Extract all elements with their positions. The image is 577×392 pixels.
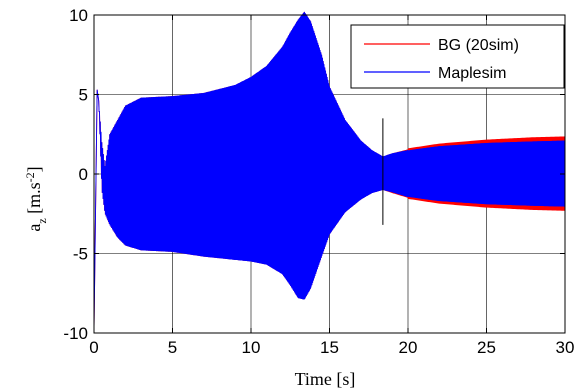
series-0-lower-edge bbox=[407, 196, 566, 211]
y-tick-label: 0 bbox=[79, 165, 88, 184]
plot-area: 0 5 10 15 20 25 30 -10 -5 0 5 10 bbox=[63, 6, 574, 357]
x-tick-label: 10 bbox=[242, 338, 261, 357]
series-0-upper-edge bbox=[407, 136, 566, 151]
y-tick-label: -10 bbox=[63, 324, 88, 343]
x-tick-label: 20 bbox=[399, 338, 418, 357]
legend-label-bg: BG (20sim) bbox=[438, 37, 519, 54]
y-axis-title: az [m.s-2] bbox=[23, 166, 49, 231]
x-tick-label: 30 bbox=[556, 338, 575, 357]
series-1-dense-band bbox=[227, 11, 565, 300]
legend-label-maplesim: Maplesim bbox=[438, 65, 506, 82]
x-tick-label: 5 bbox=[168, 338, 177, 357]
x-tick-label: 15 bbox=[320, 338, 339, 357]
legend-box bbox=[350, 24, 565, 89]
y-tick-label: 10 bbox=[69, 6, 88, 25]
x-tick-label: 0 bbox=[89, 338, 98, 357]
x-tick-label: 25 bbox=[477, 338, 496, 357]
y-tick-label: 5 bbox=[79, 86, 88, 105]
x-axis-title: Time [s] bbox=[295, 369, 356, 389]
y-tick-label: -5 bbox=[73, 245, 88, 264]
legend: BG (20sim) Maplesim bbox=[350, 24, 565, 89]
